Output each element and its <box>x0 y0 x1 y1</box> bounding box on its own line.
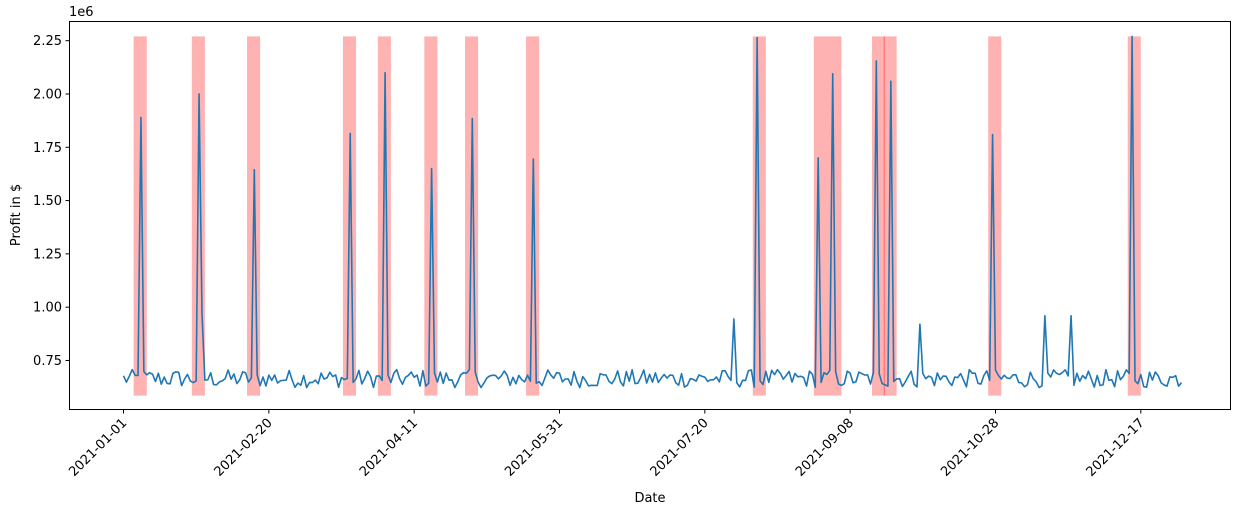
x-axis-label: Date <box>634 491 665 506</box>
y-tick-label: 0.75 <box>33 354 62 369</box>
y-tick-label: 1.00 <box>33 301 62 316</box>
y-tick-label: 1.25 <box>33 247 62 262</box>
y-tick-label: 1.75 <box>33 141 62 156</box>
y-offset-label: 1e6 <box>69 5 94 20</box>
x-tick-label: 2021-09-08 <box>793 416 857 480</box>
x-axis-ticks: 2021-01-01 2021-02-20 2021-04-11 2021-05-31… <box>66 409 1148 480</box>
plot-frame <box>69 21 1231 410</box>
y-axis-label: Profit in $ <box>9 184 24 246</box>
x-tick-label: 2021-10-28 <box>938 416 1002 480</box>
x-tick-label: 2021-07-20 <box>648 416 712 480</box>
y-tick-label: 1.50 <box>33 194 62 209</box>
x-tick-label: 2021-05-31 <box>502 416 566 480</box>
y-axis-ticks: 0.75 1.00 1.25 1.50 1.75 2.00 2.25 <box>33 34 70 369</box>
x-tick-label: 2021-02-20 <box>212 416 276 480</box>
x-tick-label: 2021-12-17 <box>1084 416 1148 480</box>
y-tick-label: 2.00 <box>33 87 62 102</box>
x-tick-label: 2021-04-11 <box>357 416 421 480</box>
profit-series <box>122 35 1183 389</box>
highlight-band <box>988 36 1002 396</box>
y-tick-label: 2.25 <box>33 34 62 49</box>
x-tick-label: 2021-01-01 <box>66 416 130 480</box>
profit-line <box>122 35 1183 389</box>
